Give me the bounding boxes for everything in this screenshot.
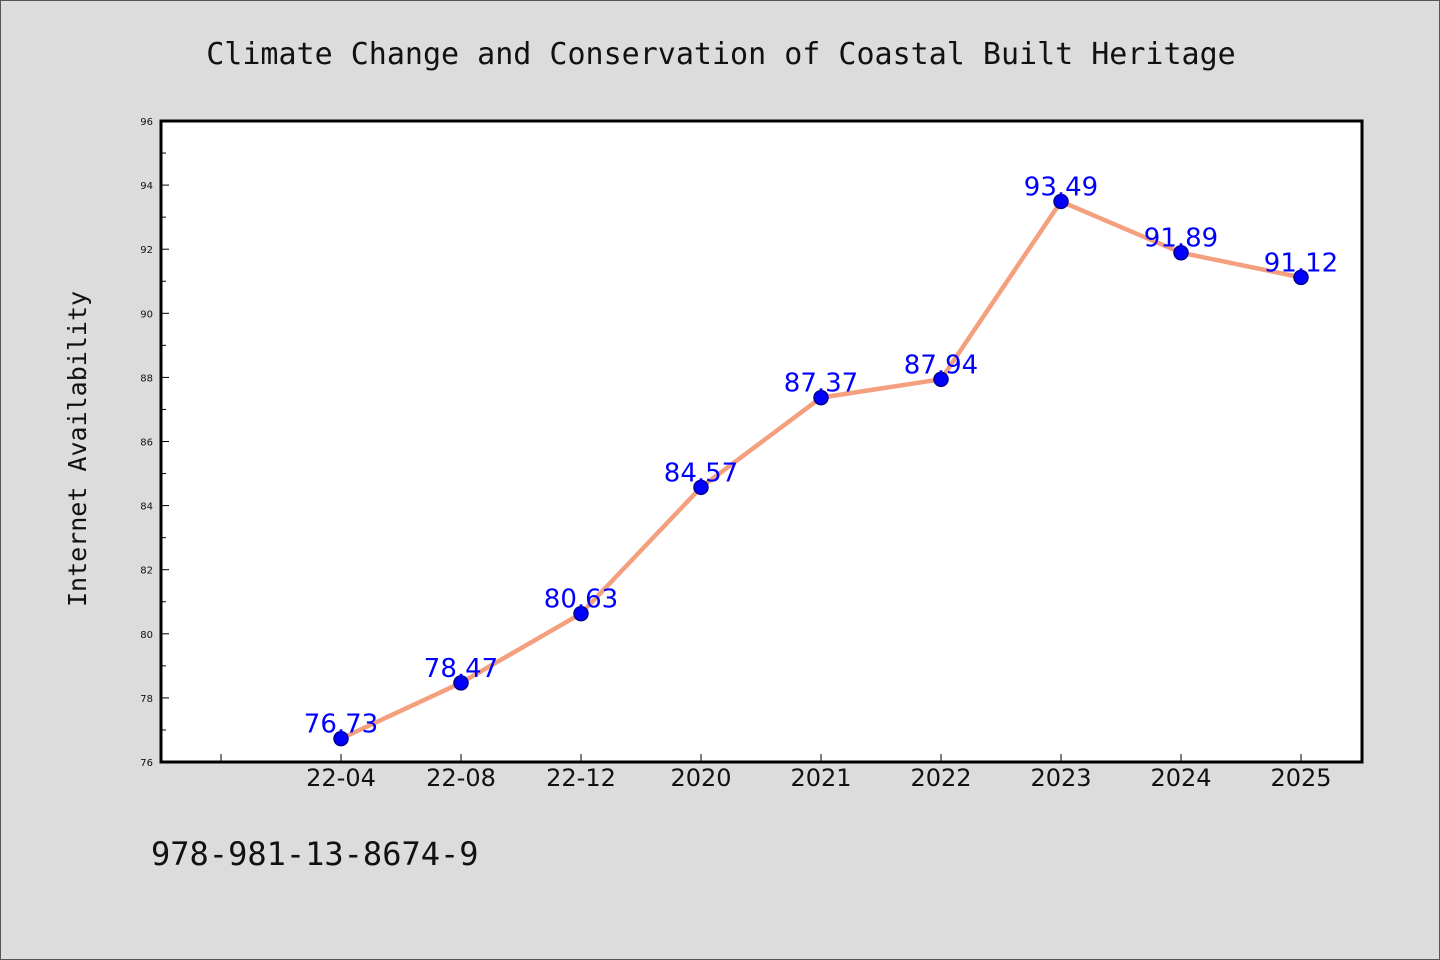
chart-title: Climate Change and Conservation of Coast…: [206, 37, 1236, 72]
y-tick-label: 84: [140, 502, 153, 513]
data-point: [333, 730, 349, 747]
y-tick-label: 96: [140, 117, 153, 128]
x-tick-label: 22-08: [426, 764, 496, 792]
y-tick-label: 92: [140, 245, 153, 256]
x-axis: 22-04 22-08 22-12 2020 2021 2022 2023 2024 2025: [220, 754, 1332, 792]
data-point: [693, 479, 709, 496]
data-label: 87.94: [904, 350, 978, 380]
data-point: [1293, 269, 1309, 286]
x-tick-label: 22-12: [546, 764, 616, 792]
x-tick-label: 2022: [910, 764, 971, 792]
y-tick-label: 88: [140, 373, 153, 384]
x-tick-label: 2024: [1150, 764, 1211, 792]
x-tick-label: 2025: [1270, 764, 1331, 792]
y-tick-label: 86: [140, 438, 153, 449]
data-point: [1053, 193, 1069, 210]
y-tick-label: 90: [140, 309, 153, 320]
data-label: 91.89: [1144, 224, 1218, 254]
y-tick-label: 78: [140, 694, 153, 705]
x-tick-label: 22-04: [306, 764, 376, 792]
y-tick-label: 82: [140, 566, 153, 577]
data-point: [1173, 244, 1189, 261]
data-label: 93.49: [1024, 172, 1098, 202]
data-label: 80.63: [544, 585, 618, 615]
data-point: [813, 389, 829, 406]
y-axis-label: Internet Availability: [63, 291, 92, 607]
y-tick-label: 76: [140, 758, 153, 769]
x-tick-label: 2021: [790, 764, 851, 792]
x-tick-label: 2023: [1030, 764, 1091, 792]
data-label: 91.12: [1264, 248, 1338, 278]
x-tick-label: 2020: [670, 764, 731, 792]
isbn-footer: 978-981-13-8674-9: [151, 835, 479, 873]
series-layer: 76.73 78.47 80.63 84.57 87.37 87.94 93.49 91.89…: [304, 172, 1338, 747]
y-tick-label: 94: [140, 181, 153, 192]
data-point: [933, 371, 949, 388]
data-label: 76.73: [304, 710, 378, 740]
data-label: 84.57: [664, 458, 738, 488]
data-label: 78.47: [424, 654, 498, 684]
data-label: 87.37: [784, 369, 858, 399]
plot-frame: [159, 119, 1364, 764]
data-point: [453, 675, 469, 691]
y-tick-label: 80: [140, 630, 153, 641]
data-point: [573, 605, 589, 622]
